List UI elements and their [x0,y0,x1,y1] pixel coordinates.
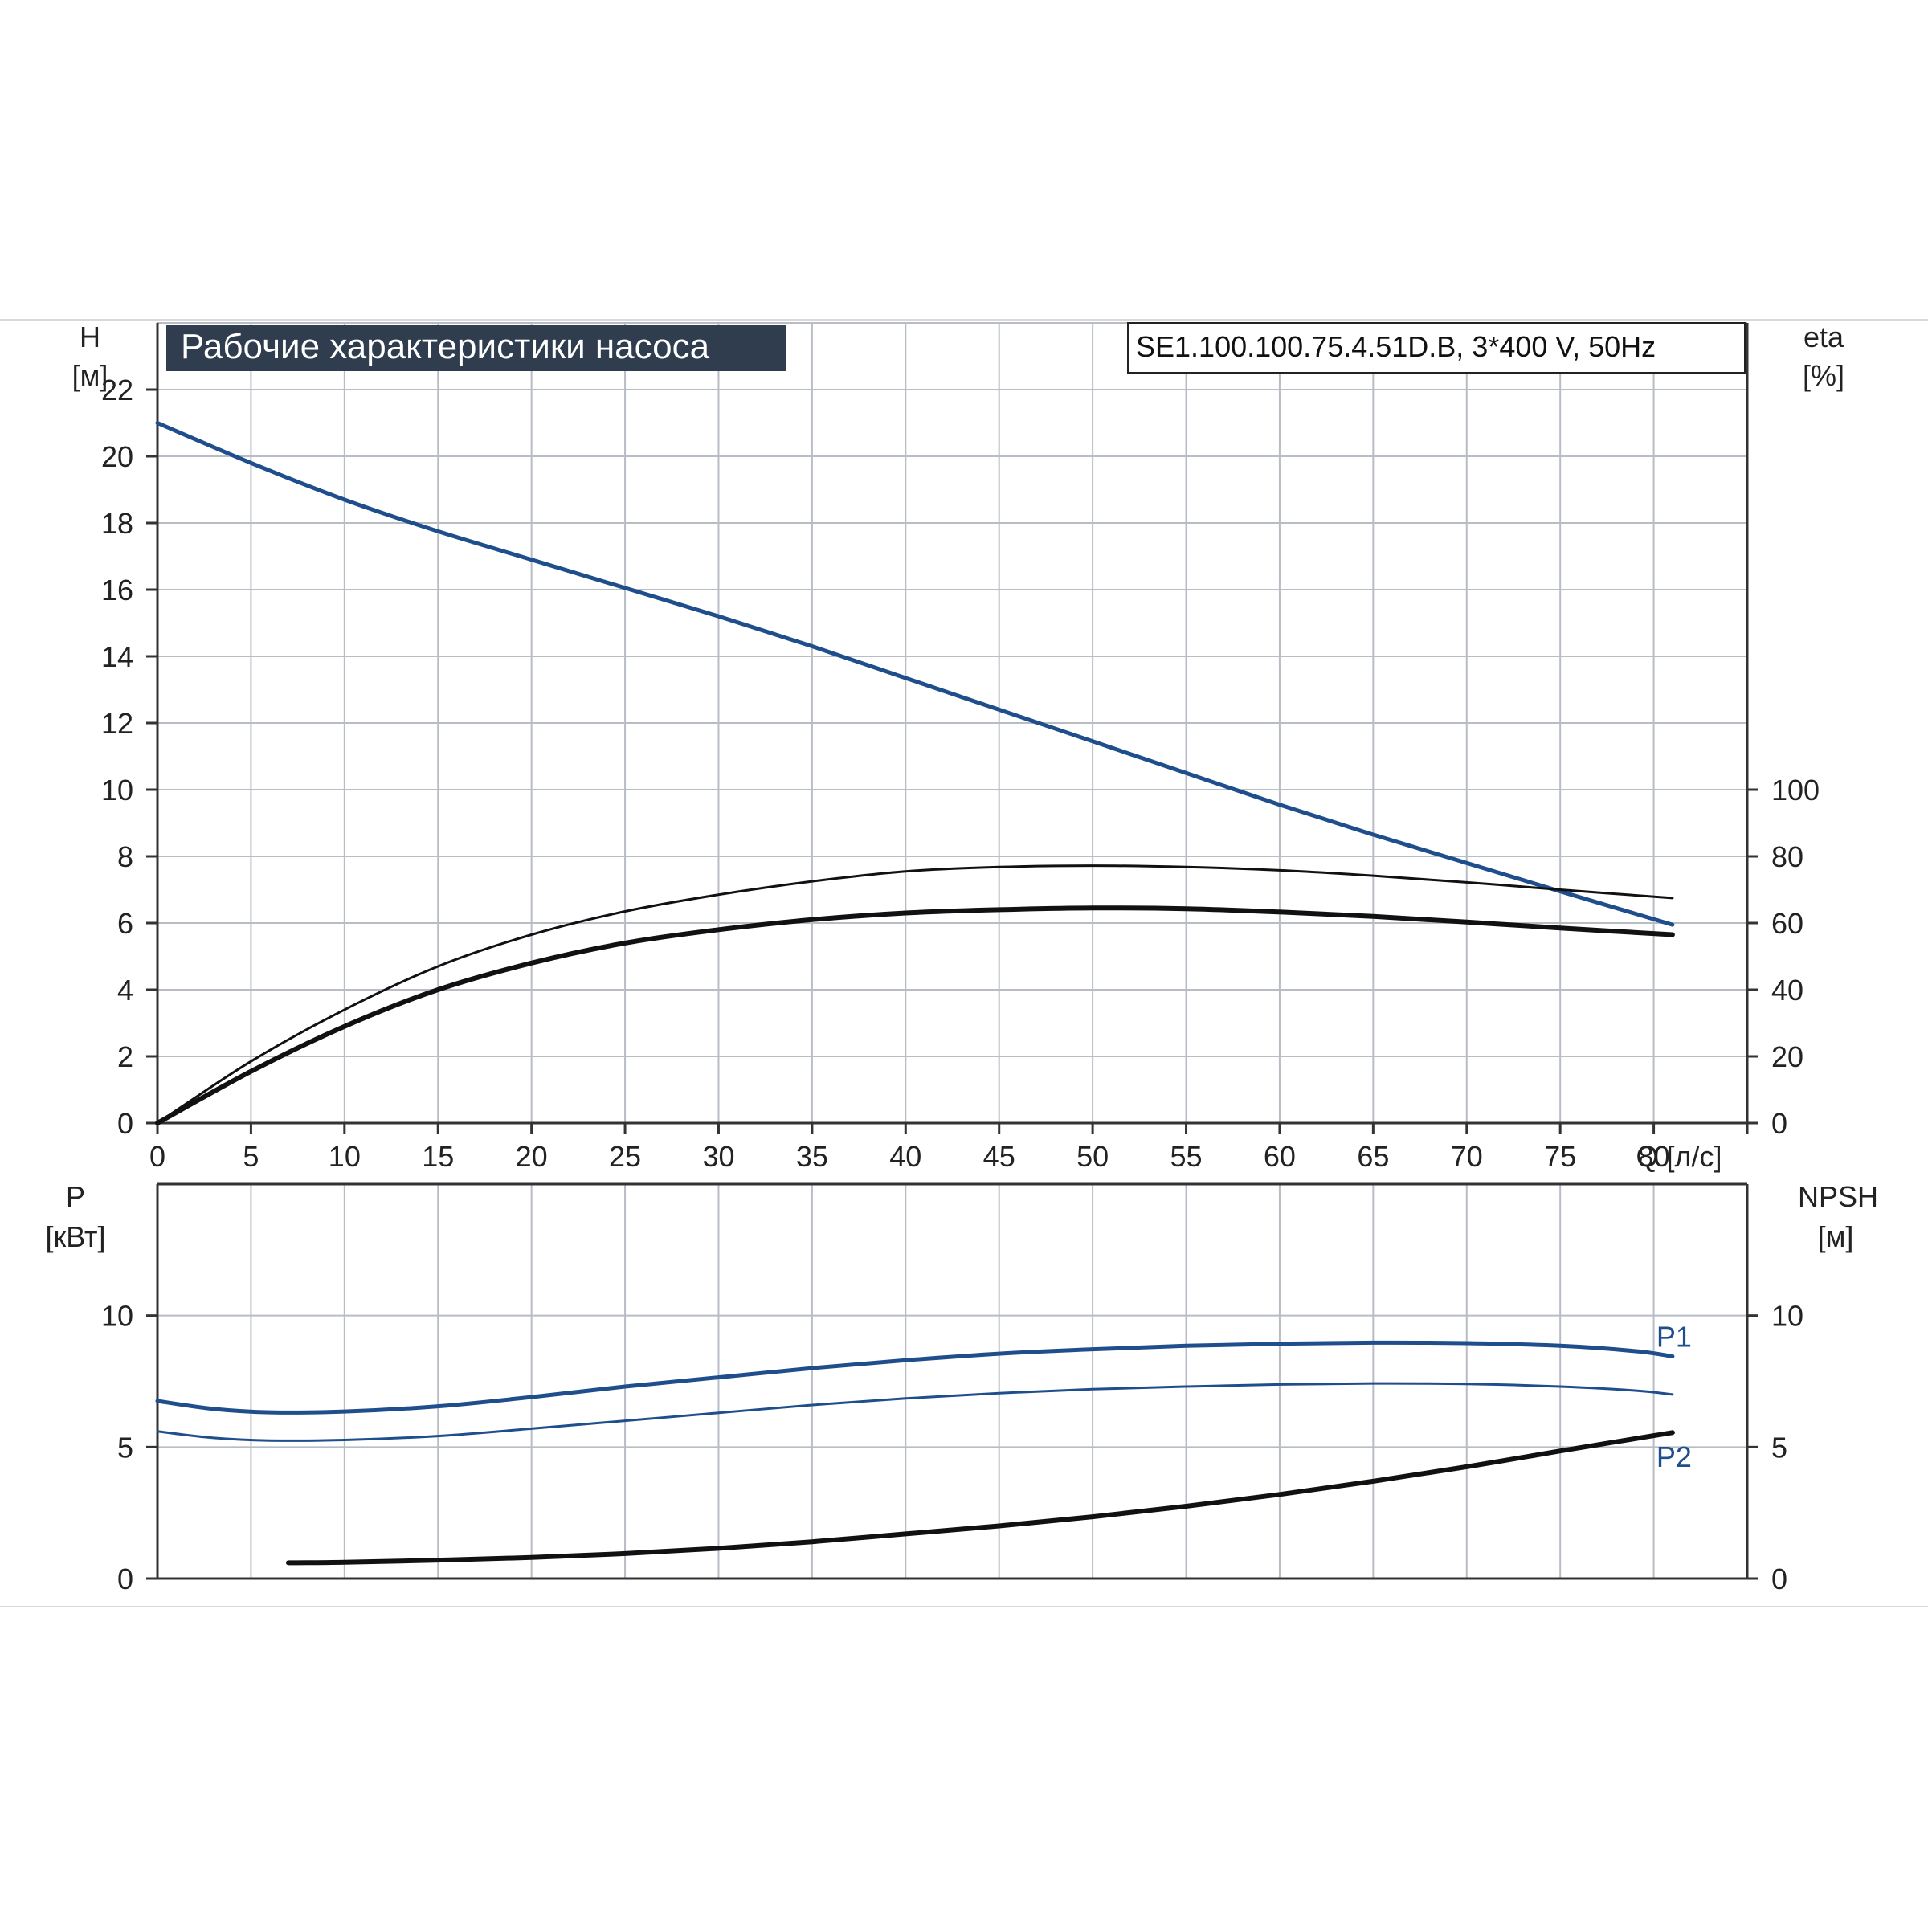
x-tick-label: 15 [422,1140,454,1173]
y-tick-label-left: 20 [101,440,133,473]
y-tick-label-right: 40 [1771,974,1803,1007]
lower-plot-grid [157,1184,1748,1579]
efficiency-curve-total [155,905,1675,1125]
y-tick-label-left: 2 [117,1040,133,1073]
x-tick-label: 65 [1357,1140,1389,1173]
efficiency-curve-pump [156,864,1674,1125]
y-axis-label-right: eta [1803,321,1844,353]
x-tick-label: 50 [1076,1140,1109,1173]
model-label: SE1.100.100.75.4.51D.B, 3*400 V, 50Hz [1136,330,1656,363]
y-tick-label-left: 12 [101,707,133,740]
chart-title-box [166,325,786,371]
x-tick-label: 35 [796,1140,828,1173]
y-axis-label-left: H [80,321,100,353]
power-curve-p1 [155,1340,1675,1415]
y-tick-label-left: 14 [101,640,133,673]
y-tick-label-left: 22 [101,374,133,406]
y-tick-label-right: 20 [1771,1040,1803,1073]
x-tick-label: 55 [1170,1140,1203,1173]
y-axis-unit-right: [м] [1818,1220,1854,1253]
x-tick-label: 25 [609,1140,641,1173]
y-tick-label-left: 6 [117,907,133,940]
x-tick-label: 5 [243,1140,259,1173]
y-tick-label-left: 10 [101,774,133,807]
y-tick-label-right: 100 [1771,774,1820,807]
y-tick-label-left: 0 [117,1107,133,1140]
y-tick-label-right: 0 [1771,1107,1787,1140]
x-tick-label: 45 [983,1140,1015,1173]
y-tick-label-left: 18 [101,507,133,540]
upper-plot-grid [157,322,1748,1124]
power-curve-p2 [156,1382,1674,1442]
y-tick-label-left: 5 [117,1431,133,1464]
y-tick-label-right: 80 [1771,840,1803,873]
y-axis-label-left: P [66,1180,85,1213]
npsh-curve [286,1430,1675,1566]
y-tick-label-right: 0 [1771,1562,1787,1595]
x-tick-label: 70 [1451,1140,1483,1173]
y-axis-label-right: NPSH [1798,1180,1878,1213]
x-tick-label: 75 [1544,1140,1576,1173]
x-tick-label: 20 [516,1140,548,1173]
x-tick-label: 10 [329,1140,361,1173]
y-tick-label-left: 0 [117,1562,133,1595]
y-tick-label-right: 10 [1771,1300,1803,1333]
y-tick-label-left: 16 [101,574,133,607]
model-label-box [1127,322,1746,374]
y-axis-unit-right: [%] [1803,359,1844,392]
series-label-p2: P2 [1656,1440,1692,1473]
y-tick-label-left: 4 [117,974,133,1007]
series-label-p1: P1 [1656,1320,1692,1353]
y-axis-unit-left: [м] [72,359,108,392]
y-tick-label-right: 60 [1771,907,1803,940]
y-tick-label-left: 10 [101,1300,133,1333]
head-curve [155,421,1675,927]
x-axis-label: Q [л/с] [1636,1140,1722,1173]
x-tick-label: 40 [889,1140,921,1173]
y-tick-label-left: 8 [117,840,133,873]
chart-title: Рабочие характеристики насоса [181,327,710,366]
x-tick-label: 30 [702,1140,734,1173]
y-tick-label-right: 5 [1771,1431,1787,1464]
y-axis-unit-left: [кВт] [45,1220,105,1253]
x-tick-label: 0 [149,1140,165,1173]
x-tick-label: 60 [1264,1140,1296,1173]
x-tick-label: 80 [1638,1140,1670,1173]
